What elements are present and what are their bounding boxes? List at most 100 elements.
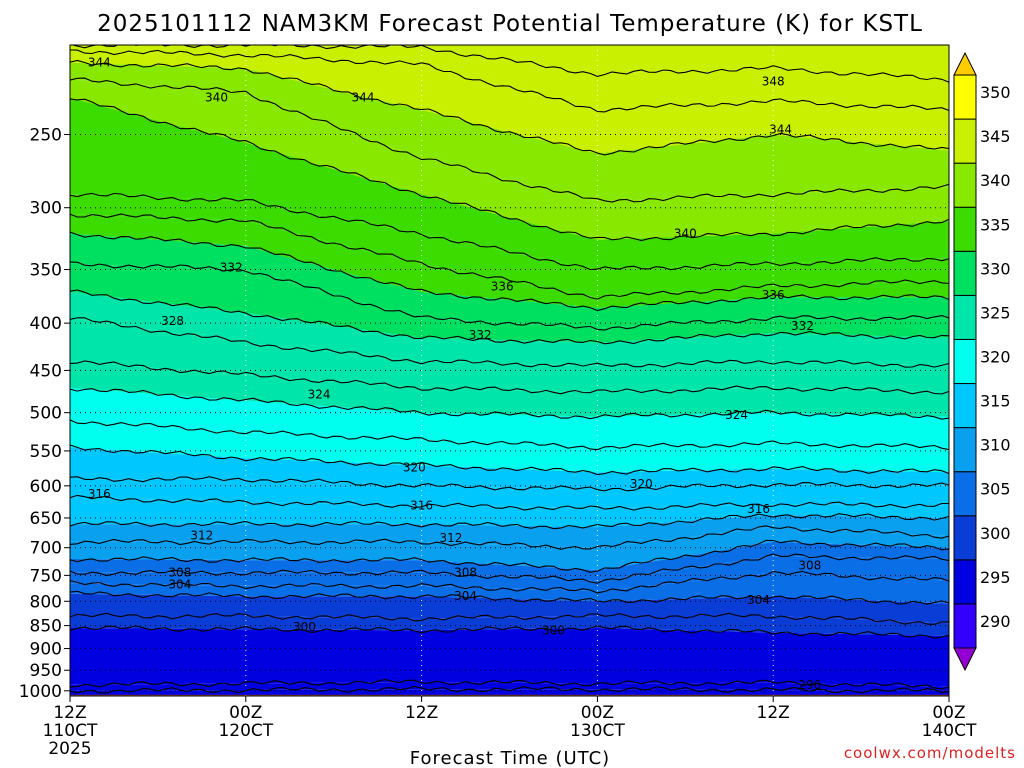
x-tick-label-line2: 110CT	[43, 721, 98, 741]
contour-344	[70, 59, 949, 156]
contour-306	[70, 570, 949, 594]
band-346-348	[70, 45, 949, 110]
y-tick-label: 350	[30, 261, 62, 281]
y-tick-label: 800	[30, 592, 62, 612]
contour-326	[70, 360, 949, 395]
x-tick-label-line1: 12Z	[405, 703, 438, 723]
contour-312	[70, 525, 949, 550]
contour-label-324: 324	[725, 408, 748, 422]
credit-text: coolwx.com/modelts	[844, 744, 1016, 762]
colorbar-segment	[953, 206, 977, 252]
y-tick-label: 400	[30, 314, 62, 334]
band-342-344	[70, 62, 949, 202]
colorbar-tick-label: 330	[980, 259, 1011, 278]
band-340-342	[70, 79, 949, 240]
contour-label-text: 320	[630, 477, 653, 491]
colorbar-segment	[953, 250, 977, 296]
contour-label-text: 336	[762, 288, 785, 302]
y-tick-label: 900	[30, 640, 62, 660]
band-338-340	[70, 97, 949, 270]
colorbar-segment	[953, 294, 977, 340]
contour-label-text: 296	[798, 678, 821, 692]
ground-layer	[70, 694, 949, 696]
contour-label-316: 316	[88, 487, 111, 501]
y-tick-label: 750	[30, 566, 62, 586]
contour-320	[70, 444, 949, 476]
y-tick-label: 300	[30, 199, 62, 219]
x-axis-label: Forecast Time (UTC)	[410, 748, 610, 768]
contour-label-304: 304	[454, 589, 477, 603]
contour-label-text: 332	[220, 260, 243, 274]
contour-336	[70, 213, 949, 300]
contour-label-316: 316	[747, 502, 770, 516]
colorbar-segment	[953, 515, 977, 561]
colorbar-tick-label: 300	[980, 524, 1011, 543]
x-tick-label-line1: 00Z	[932, 703, 965, 723]
contour-340	[70, 98, 949, 242]
band-316-318	[70, 479, 949, 509]
y-tick-label: 850	[30, 617, 62, 637]
band-336-338	[70, 194, 949, 298]
contour-label-text: 332	[469, 328, 492, 342]
contour-label-332: 332	[791, 319, 814, 333]
contour-label-344: 344	[88, 56, 111, 70]
colorbar-tick-label: 335	[980, 215, 1011, 234]
band-324-326	[70, 361, 949, 417]
band-310-312	[70, 527, 949, 570]
band-298-300	[70, 628, 949, 687]
x-tick-label-line2: 140CT	[922, 721, 977, 741]
x-tick-label-line1: 12Z	[53, 703, 86, 723]
x-tick-label-line1: 00Z	[581, 703, 614, 723]
contour-label-text: 324	[308, 388, 331, 402]
contour-300	[70, 625, 949, 639]
contour-label-text: 328	[161, 314, 184, 328]
band-326-328	[70, 318, 949, 393]
contour-label-312: 312	[190, 528, 213, 542]
colorbar-segment	[953, 74, 977, 120]
band-320-322	[70, 420, 949, 473]
contour-label-296: 296	[798, 678, 821, 692]
contour-label-332: 332	[220, 260, 243, 274]
band-300-302	[70, 616, 949, 636]
y-tick-label: 700	[30, 539, 62, 559]
contour-label-text: 304	[747, 593, 770, 607]
contour-label-text: 344	[352, 91, 375, 105]
contour-label-316: 316	[410, 498, 433, 512]
band-344-346	[70, 51, 949, 154]
y-tick-label: 600	[30, 477, 62, 497]
contour-label-308: 308	[168, 566, 191, 580]
contour-label-text: 344	[769, 123, 792, 137]
ground-rect	[70, 694, 949, 696]
contour-label-336: 336	[762, 288, 785, 302]
colorbar-tick-label: 325	[980, 303, 1011, 322]
contour-310	[70, 539, 949, 573]
gridlines	[70, 45, 949, 696]
colorbar-segment	[953, 427, 977, 473]
colorbar-segment	[953, 162, 977, 208]
contour-316	[70, 494, 949, 511]
contour-label-300: 300	[293, 620, 316, 634]
contour-324	[70, 388, 949, 420]
contour-labels: 344 340 344 348 344 332 340 336 336 328 332 332 324 3…	[88, 56, 821, 692]
y-tick-label: 650	[30, 509, 62, 529]
x-tick-label-line3: 2025	[48, 739, 91, 759]
contour-label-text: 340	[205, 91, 228, 105]
contour-label-308: 308	[798, 559, 821, 573]
colorbar-tick-label: 320	[980, 348, 1011, 367]
contour-label-text: 332	[791, 319, 814, 333]
y-tick-label: 950	[30, 661, 62, 681]
band-314-316	[70, 497, 949, 528]
band-332-334	[70, 233, 949, 329]
y-tick-label: 500	[30, 404, 62, 424]
contour-label-312: 312	[439, 531, 462, 545]
colorbar-segment	[953, 338, 977, 385]
contour-label-304: 304	[747, 593, 770, 607]
contour-348	[70, 45, 949, 83]
chart-title: 2025101112 NAM3KM Forecast Potential Tem…	[97, 11, 923, 37]
contour-label-text: 336	[491, 279, 514, 293]
colorbar-segment	[953, 118, 977, 164]
contour-label-320: 320	[403, 460, 426, 474]
contour-label-text: 308	[168, 566, 191, 580]
colorbar: 290 295 300 305 310 315 320 325 330 335 340 345 350	[953, 51, 1011, 672]
contour-label-308: 308	[454, 566, 477, 580]
